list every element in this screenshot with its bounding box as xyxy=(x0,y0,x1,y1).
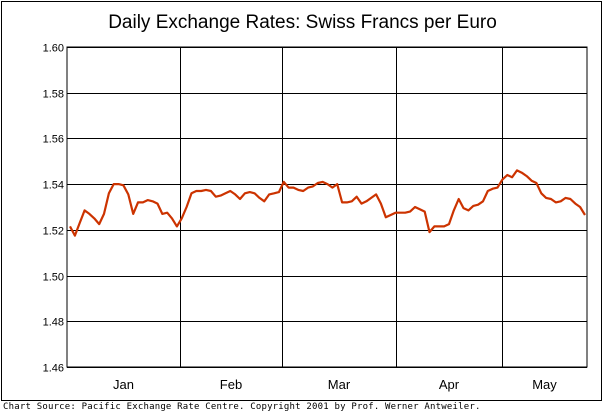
y-tick-label: 1.56 xyxy=(43,134,64,146)
y-tick-label: 1.48 xyxy=(43,317,64,329)
chart-title: Daily Exchange Rates: Swiss Francs per E… xyxy=(108,12,497,33)
chart-frame xyxy=(1,1,602,401)
series-lines xyxy=(69,169,586,237)
y-tick-label: 1.54 xyxy=(43,180,64,192)
x-tick-label: Feb xyxy=(220,377,242,392)
y-tick-label: 1.50 xyxy=(43,272,64,284)
x-tick-label: May xyxy=(532,377,557,392)
plot-border xyxy=(66,46,588,368)
grid-lines xyxy=(66,46,588,368)
x-tick-label: Apr xyxy=(439,377,460,392)
x-axis-ticks: Jan Feb Mar Apr May xyxy=(113,377,557,392)
y-tick-label: 1.52 xyxy=(43,226,64,238)
x-tick-label: Jan xyxy=(113,377,134,392)
series-line xyxy=(69,169,586,237)
chart-source-note: Chart Source: Pacific Exchange Rate Cent… xyxy=(3,402,481,412)
y-tick-label: 1.60 xyxy=(43,43,64,55)
y-tick-label: 1.58 xyxy=(43,89,64,101)
x-tick-label: Mar xyxy=(328,377,351,392)
y-axis-ticks: 1.46 1.48 1.50 1.52 1.54 1.56 1.58 1.60 xyxy=(43,43,64,375)
y-tick-label: 1.46 xyxy=(43,363,64,375)
